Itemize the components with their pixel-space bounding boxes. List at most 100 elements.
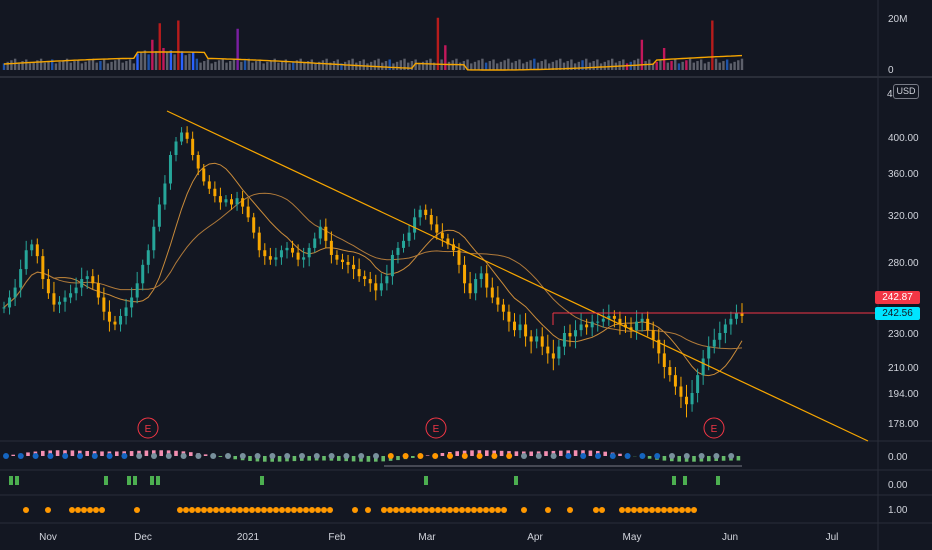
signal-dot xyxy=(219,507,225,513)
price-tick-label: 400.00 xyxy=(888,133,919,144)
oscillator-dot xyxy=(624,453,631,459)
candle-body xyxy=(63,297,67,302)
candle-body xyxy=(102,297,106,312)
candle-body xyxy=(41,256,45,280)
candle-body xyxy=(213,188,217,197)
candle-body xyxy=(618,318,622,325)
signal-dot xyxy=(423,507,429,513)
candle-body xyxy=(30,244,34,251)
signal-dot xyxy=(225,507,231,513)
volume-bar xyxy=(117,58,121,70)
candle-body xyxy=(230,199,234,205)
candle-body xyxy=(46,279,50,294)
candlestick-series[interactable] xyxy=(2,126,744,418)
oscillator-dot xyxy=(432,453,439,459)
oscillator-bar xyxy=(337,456,341,461)
volume-axis: 20M 0 xyxy=(888,14,907,76)
signal-dot xyxy=(501,507,507,513)
volume-bar xyxy=(377,58,380,70)
volume-bar xyxy=(703,63,707,70)
oscillator-dot xyxy=(17,453,24,459)
candle-body xyxy=(668,367,672,376)
volume-bar xyxy=(332,61,336,70)
volume-bar xyxy=(43,62,46,70)
candle-body xyxy=(457,250,461,265)
volume-bar xyxy=(588,62,592,70)
oscillator-dot xyxy=(269,453,276,459)
candle-body xyxy=(202,168,206,182)
signal-dot xyxy=(297,507,303,513)
volume-bar xyxy=(266,61,269,70)
oscillator-bar xyxy=(55,450,60,456)
signal-dot xyxy=(471,507,477,513)
alert-price-label: 242.87 xyxy=(875,291,920,304)
candle-body xyxy=(590,321,594,328)
currency-badge[interactable]: USD xyxy=(893,84,919,99)
oscillator-bar xyxy=(411,456,415,458)
volume-bar xyxy=(622,59,625,70)
oscillator-dot xyxy=(195,453,202,459)
candle-body xyxy=(13,287,17,298)
volume-bar xyxy=(547,63,551,70)
trendline[interactable] xyxy=(166,110,869,442)
volume-bar xyxy=(351,58,354,70)
candle-body xyxy=(662,353,666,367)
volume-bar xyxy=(258,59,262,70)
price-tick-label: 360.00 xyxy=(888,169,919,180)
candle-body xyxy=(468,283,472,294)
oscillator-bar xyxy=(736,456,741,461)
volume-bar xyxy=(310,59,314,70)
time-tick-label: Mar xyxy=(418,532,436,543)
candle-body xyxy=(640,318,644,322)
oscillator-dot xyxy=(239,453,246,459)
oscillator-bar xyxy=(721,456,726,461)
candle-body xyxy=(263,250,267,257)
oscillator-dot xyxy=(62,453,69,459)
candle-body xyxy=(130,297,134,308)
oscillator-bar xyxy=(248,456,252,461)
oscillator-bar xyxy=(381,456,385,462)
volume-bar xyxy=(395,61,399,70)
volume-bar xyxy=(318,61,321,70)
volume-bar xyxy=(444,45,447,70)
signal-dot xyxy=(387,507,393,513)
moving-average-slow xyxy=(3,192,743,350)
signal-dot xyxy=(459,507,465,513)
signal-dot xyxy=(237,507,243,513)
signal-dot xyxy=(213,507,219,513)
candle-body xyxy=(723,324,727,333)
candle-body xyxy=(479,273,483,280)
price-axis[interactable]: 45 178.00 194.00 210.00 230.00 280.00 320.00 36… xyxy=(887,89,919,430)
time-axis[interactable]: Nov Dec 2021 Feb Mar Apr May Jun Jul xyxy=(39,532,838,543)
candle-body xyxy=(685,396,689,405)
price-tick-label: 45 xyxy=(887,89,899,100)
signal-dot xyxy=(545,507,551,513)
signal-dot xyxy=(599,507,605,513)
time-tick-label: 2021 xyxy=(237,532,260,543)
candle-body xyxy=(507,311,511,322)
candle-body xyxy=(8,297,12,308)
signal-dot xyxy=(411,507,417,513)
volume-bar xyxy=(481,58,484,70)
candle-body xyxy=(629,327,633,331)
oscillator-dot xyxy=(47,453,54,459)
volume-bar xyxy=(596,59,599,70)
oscillator-dot xyxy=(121,453,128,459)
volume-bar xyxy=(555,60,558,70)
volume-bar xyxy=(540,61,543,70)
oscillator-bar xyxy=(129,451,134,456)
signal-marker xyxy=(150,476,154,485)
candle-body xyxy=(718,333,722,340)
price-tick-label: 320.00 xyxy=(888,211,919,222)
volume-moving-average xyxy=(3,51,743,71)
price-tick-label: 210.00 xyxy=(888,363,919,374)
signal-dot xyxy=(567,507,573,513)
oscillator-dot xyxy=(328,453,335,459)
signal-dot xyxy=(365,507,371,513)
oscillator-bar xyxy=(588,450,593,456)
candle-body xyxy=(363,276,367,280)
oscillator-dot xyxy=(165,453,172,459)
signal-dot xyxy=(685,507,691,513)
